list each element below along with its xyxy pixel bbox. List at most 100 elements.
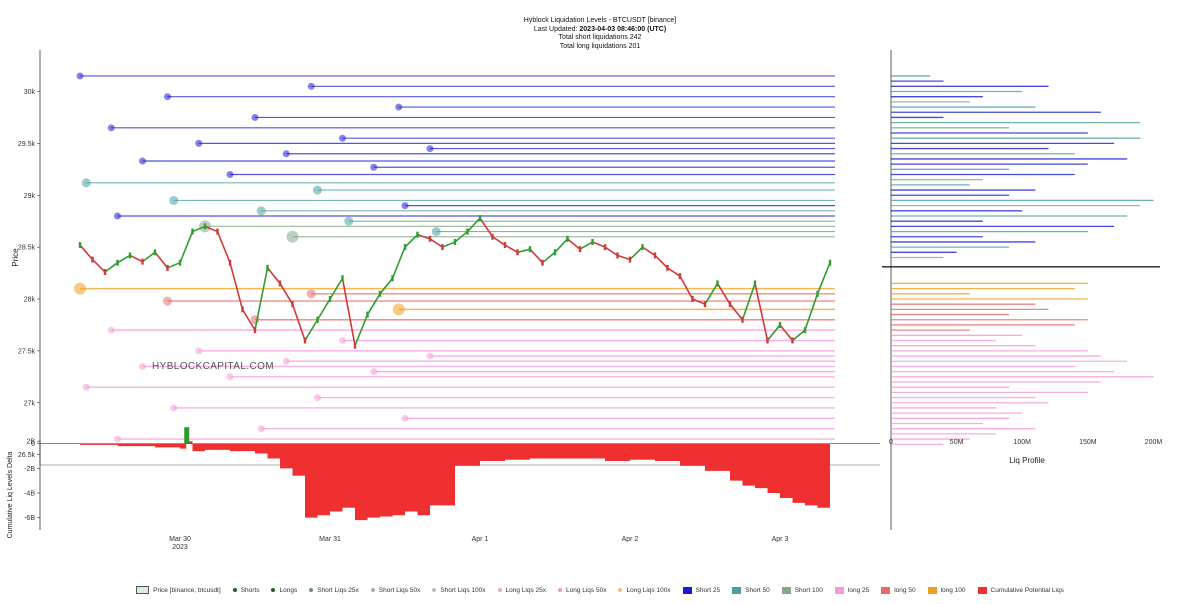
legend-item[interactable]: Long Liqs 100x bbox=[618, 586, 671, 594]
legend-label: Cumulative Potential Liqs bbox=[990, 586, 1064, 594]
short-liq-marker bbox=[76, 72, 84, 80]
price-segment bbox=[291, 303, 306, 341]
profile-x-axis-label: Liq Profile bbox=[1009, 456, 1045, 465]
long-liq-marker bbox=[401, 414, 409, 422]
price-segment bbox=[91, 259, 106, 273]
price-point bbox=[291, 301, 294, 308]
short-liq-marker bbox=[431, 227, 441, 237]
legend-item[interactable]: Cumulative Potential Liqs bbox=[977, 586, 1064, 594]
price-segment bbox=[442, 241, 456, 248]
legend-label: Longs bbox=[279, 586, 298, 594]
price-y-tick-label: 27k bbox=[24, 400, 36, 407]
legend-swatch bbox=[370, 588, 375, 592]
price-point bbox=[466, 228, 469, 235]
price-point bbox=[178, 259, 182, 266]
cumulative-liqs-area bbox=[80, 441, 830, 521]
short-liq-marker bbox=[169, 195, 179, 205]
price-point bbox=[453, 238, 457, 245]
price-segment bbox=[167, 261, 181, 269]
long-liq-marker bbox=[114, 435, 121, 443]
x-tick-label: Apr 1 bbox=[472, 536, 489, 543]
legend-swatch bbox=[232, 588, 237, 592]
legend-swatch bbox=[557, 588, 562, 592]
legend-item[interactable]: Short 25 bbox=[682, 586, 721, 594]
price-point bbox=[766, 337, 769, 344]
long-liq-marker bbox=[74, 282, 86, 295]
price-segment bbox=[816, 262, 831, 295]
legend-swatch bbox=[309, 588, 314, 592]
legend-item[interactable]: Short Liqs 25x bbox=[309, 586, 359, 594]
long-liq-marker bbox=[339, 337, 346, 344]
legend-item[interactable]: Short Liqs 50x bbox=[370, 586, 420, 594]
legend-label: Short 25 bbox=[695, 586, 721, 594]
legend-item[interactable]: Long Liqs 25x bbox=[497, 586, 546, 594]
price-y-tick-label: 29k bbox=[24, 193, 36, 200]
price-segment bbox=[417, 233, 431, 240]
delta-y-tick-label: -6B bbox=[24, 515, 35, 522]
price-segment bbox=[554, 238, 569, 253]
price-segment bbox=[204, 225, 218, 233]
price-point bbox=[341, 275, 344, 282]
legend-label: Shorts bbox=[240, 586, 260, 594]
price-point bbox=[366, 311, 369, 318]
price-segment bbox=[179, 231, 194, 263]
price-segment bbox=[741, 283, 756, 321]
price-segment bbox=[466, 217, 481, 233]
chart-title: Hyblock Liquidation Levels - BTCUSDT [bi… bbox=[523, 17, 677, 24]
price-point bbox=[78, 242, 82, 249]
legend-item[interactable]: long 50 bbox=[881, 586, 916, 594]
legend-item[interactable]: long 25 bbox=[834, 586, 869, 594]
legend-swatch bbox=[136, 586, 150, 594]
short-liq-marker bbox=[307, 82, 315, 90]
price-segment bbox=[142, 251, 156, 263]
price-segment bbox=[716, 283, 731, 305]
price-point bbox=[166, 264, 169, 271]
price-point bbox=[316, 316, 319, 323]
short-liq-marker bbox=[226, 171, 234, 178]
price-point bbox=[628, 256, 632, 263]
price-segment bbox=[654, 254, 669, 269]
long-liq-marker bbox=[257, 425, 265, 433]
last-updated-label: Last Updated: bbox=[533, 25, 578, 33]
short-liq-marker bbox=[164, 93, 171, 101]
short-liq-marker bbox=[81, 178, 91, 188]
price-point bbox=[791, 337, 794, 344]
price-point bbox=[566, 235, 569, 242]
price-point bbox=[203, 223, 207, 230]
price-point bbox=[403, 244, 407, 251]
price-point bbox=[603, 244, 607, 251]
legend-item[interactable]: Short 50 bbox=[732, 586, 770, 594]
watermark-text: HYBLOCKCAPITAL.COM bbox=[152, 361, 274, 372]
price-segment bbox=[617, 254, 631, 261]
legend-swatch bbox=[834, 586, 844, 594]
long-liq-marker bbox=[163, 296, 172, 306]
short-liq-marker bbox=[107, 124, 115, 132]
profile-x-tick-label: 200M bbox=[1145, 439, 1163, 446]
price-point bbox=[328, 296, 332, 302]
price-segment bbox=[266, 267, 281, 284]
price-segment bbox=[241, 308, 256, 331]
legend-item[interactable]: Shorts bbox=[232, 586, 260, 594]
short-liq-marker bbox=[114, 212, 121, 220]
delta-positive-bar bbox=[184, 427, 190, 444]
price-segment bbox=[529, 248, 544, 264]
legend-item[interactable]: Short 100 bbox=[781, 586, 823, 594]
price-y-tick-label: 27.5k bbox=[18, 348, 36, 355]
price-segment bbox=[679, 275, 694, 300]
price-segment bbox=[566, 238, 581, 250]
legend-item[interactable]: Price [binance, btcusdt] bbox=[136, 586, 221, 594]
price-segment bbox=[804, 293, 819, 331]
profile-x-tick-label: 150M bbox=[1079, 439, 1097, 446]
legend-item[interactable]: Longs bbox=[271, 586, 297, 594]
price-point bbox=[828, 259, 832, 266]
legend-item[interactable]: Short Liqs 100x bbox=[432, 586, 486, 594]
chart-header: Hyblock Liquidation Levels - BTCUSDT [bi… bbox=[0, 17, 1200, 51]
short-liq-marker bbox=[313, 185, 322, 195]
legend-swatch bbox=[732, 586, 742, 594]
legend-item[interactable]: Long Liqs 50x bbox=[557, 586, 606, 594]
legend-item[interactable]: long 100 bbox=[927, 586, 966, 594]
short-liq-marker bbox=[195, 139, 203, 147]
total-long-liquidations: Total long liquidations 201 bbox=[559, 42, 641, 50]
price-point bbox=[116, 259, 119, 266]
price-y-axis-label: Price bbox=[11, 248, 20, 267]
